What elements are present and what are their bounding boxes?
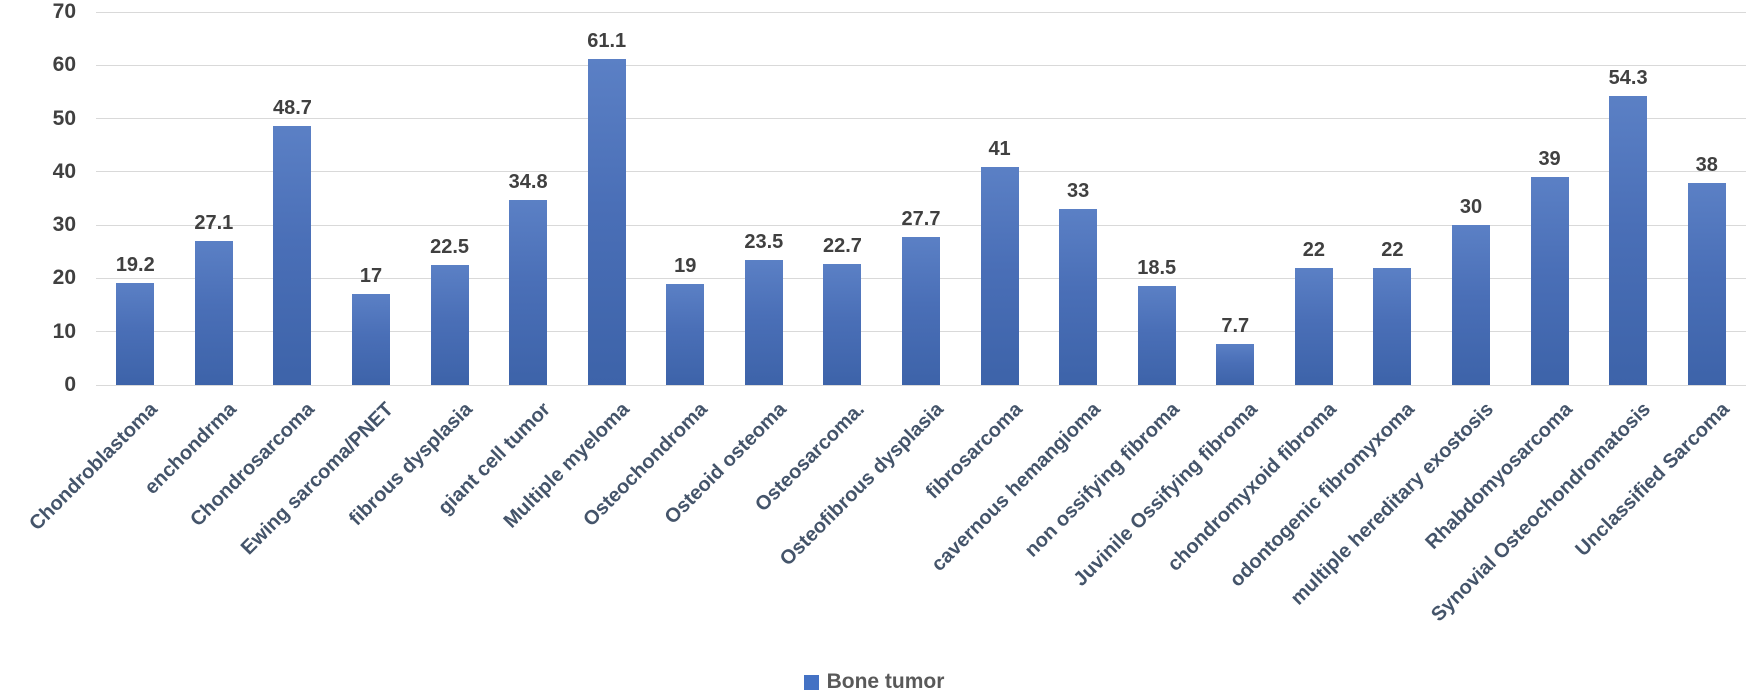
bar-value-label: 18.5: [1137, 257, 1177, 280]
y-tick-label: 20: [52, 266, 76, 290]
bar: [1452, 225, 1490, 385]
legend-swatch: [803, 674, 819, 690]
bar-value-label: 48.7: [272, 96, 312, 119]
bar-value-label: 22: [1302, 238, 1325, 261]
y-tick-label: 10: [52, 319, 76, 343]
bar: [1294, 267, 1333, 385]
bar: [1373, 267, 1412, 385]
gridline: [96, 171, 1746, 173]
bar: [1059, 209, 1098, 385]
legend: Bone tumor: [0, 670, 1748, 694]
y-axis: 0 10 20 30 40 50 60 70: [0, 0, 76, 396]
y-tick-label: 70: [52, 0, 76, 23]
y-tick-label: 0: [64, 373, 76, 396]
y-tick-label: 30: [52, 213, 76, 237]
bar-value-label: 30: [1459, 196, 1483, 219]
gridline: [96, 224, 1746, 226]
bar: [1609, 95, 1648, 385]
y-tick-label: 60: [52, 53, 76, 77]
gridline: [96, 384, 1746, 386]
bar-value-label: 61.1: [587, 30, 627, 53]
bar-value-label: 41: [988, 137, 1011, 160]
gridline: [96, 118, 1746, 120]
gridline: [96, 11, 1746, 13]
bar: [1137, 286, 1176, 385]
bar-value-label: 39: [1538, 148, 1561, 171]
bar: [273, 125, 312, 385]
gridline: [96, 64, 1746, 66]
bar-value-label: 27.1: [194, 211, 234, 234]
bar: [1530, 177, 1569, 385]
y-tick-label: 40: [52, 159, 76, 183]
bar-value-label: 23.5: [744, 230, 784, 253]
bar: [430, 265, 469, 385]
bar: [666, 283, 705, 385]
bar: [509, 199, 548, 385]
y-tick-label: 50: [52, 106, 76, 130]
bar-value-label: 38: [1695, 153, 1718, 176]
bar: [902, 237, 940, 385]
bar-value-label: 33: [1067, 180, 1090, 203]
bar-value-label: 17: [359, 265, 383, 288]
bar: [823, 264, 862, 385]
bar-value-label: 22.7: [822, 235, 862, 258]
bar-value-label: 7.7: [1221, 314, 1250, 337]
bar: [980, 166, 1019, 385]
bar: [352, 294, 390, 385]
plot-area: 19.2 27.1 48.7 17 22.5 34.8 61.1 19 23.5 22.7 27.7…: [96, 11, 1746, 386]
bar: [194, 240, 233, 385]
x-axis-labels: Chondroblastoma enchondrma Chondrosarcoma E…: [26, 397, 1746, 647]
bar: [1687, 182, 1726, 385]
bar: [116, 282, 155, 385]
bar: [587, 59, 626, 385]
bar-value-label: 22: [1381, 238, 1404, 261]
bar-value-label: 27.7: [901, 208, 941, 231]
bar-value-label: 22.5: [430, 236, 470, 259]
bar-value-label: 19.2: [115, 253, 155, 276]
bar: [1216, 343, 1255, 385]
bar-value-label: 54.3: [1608, 66, 1648, 89]
bar-value-label: 19: [674, 254, 697, 277]
legend-label: Bone tumor: [826, 670, 945, 693]
bar-value-label: 34.8: [508, 170, 548, 193]
bar: [744, 259, 783, 385]
